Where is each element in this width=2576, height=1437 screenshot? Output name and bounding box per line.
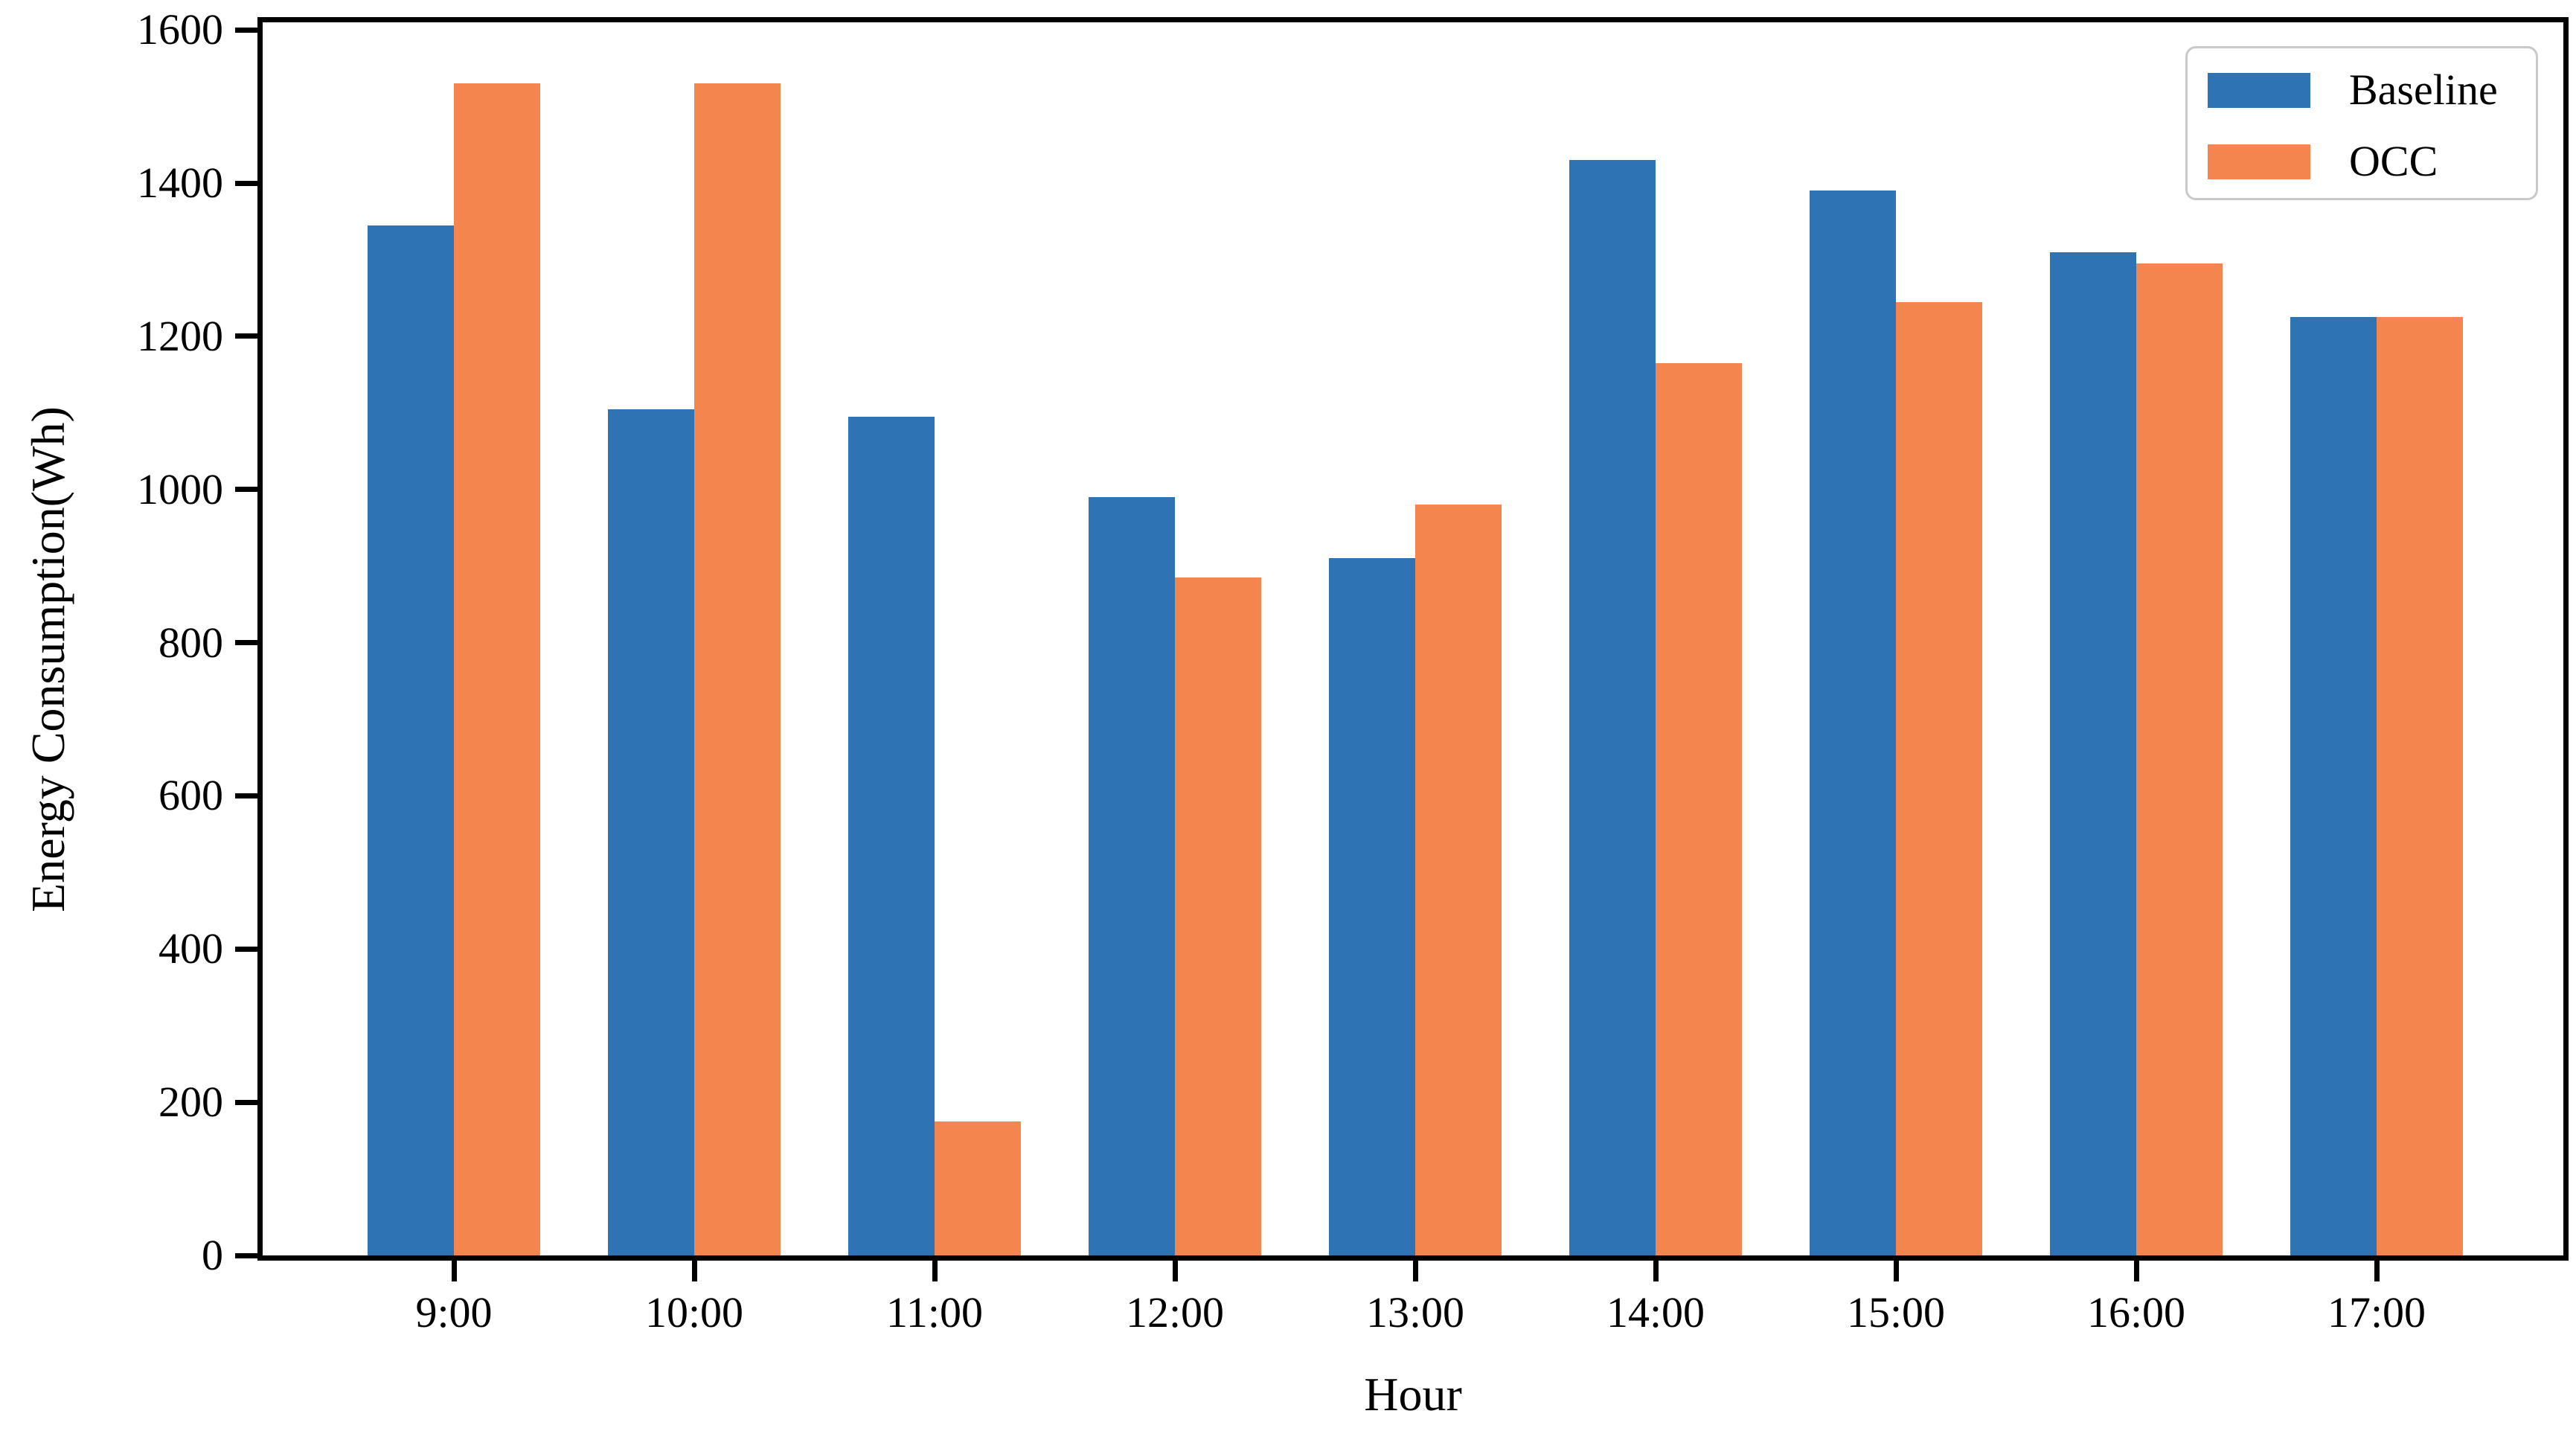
bar-baseline-10:00 <box>608 409 694 1255</box>
x-tick-mark <box>2133 1258 2139 1281</box>
legend: Baseline OCC <box>2185 46 2538 200</box>
x-tick-mark <box>932 1258 938 1281</box>
bar-baseline-15:00 <box>1810 191 1896 1255</box>
x-tick-label: 15:00 <box>1846 1288 1946 1337</box>
x-tick-mark <box>1653 1258 1659 1281</box>
legend-item-baseline: Baseline <box>2208 62 2498 118</box>
y-tick-mark <box>235 793 257 798</box>
bar-occ-14:00 <box>1656 363 1742 1255</box>
bar-occ-9:00 <box>454 83 540 1255</box>
y-tick-label: 800 <box>158 618 223 667</box>
bar-baseline-11:00 <box>848 417 935 1255</box>
y-tick-mark <box>235 1099 257 1105</box>
y-tick-label: 400 <box>158 924 223 973</box>
bar-occ-13:00 <box>1415 505 1502 1255</box>
y-tick-mark <box>235 27 257 33</box>
y-tick-mark <box>235 1252 257 1258</box>
x-tick-mark <box>451 1258 457 1281</box>
y-tick-label: 600 <box>158 771 223 820</box>
x-tick-mark <box>1172 1258 1178 1281</box>
y-tick-label: 1200 <box>137 311 223 360</box>
legend-label: Baseline <box>2349 65 2498 114</box>
x-tick-label: 17:00 <box>2327 1288 2426 1337</box>
legend-swatch-baseline <box>2208 72 2310 108</box>
bar-occ-12:00 <box>1175 577 1261 1255</box>
y-tick-mark <box>235 487 257 493</box>
x-tick-label: 16:00 <box>2086 1288 2186 1337</box>
y-tick-label: 200 <box>158 1078 223 1127</box>
bar-baseline-9:00 <box>368 225 454 1255</box>
x-tick-mark <box>691 1258 697 1281</box>
bar-occ-15:00 <box>1896 302 1982 1255</box>
x-tick-label: 12:00 <box>1125 1288 1225 1337</box>
bar-baseline-17:00 <box>2290 317 2377 1255</box>
y-tick-mark <box>235 333 257 339</box>
x-tick-label: 13:00 <box>1365 1288 1465 1337</box>
x-tick-label: 11:00 <box>886 1288 983 1337</box>
y-tick-label: 1400 <box>137 159 223 208</box>
y-tick-mark <box>235 946 257 952</box>
y-tick-mark <box>235 180 257 186</box>
bar-occ-10:00 <box>694 83 781 1255</box>
y-tick-label: 1000 <box>137 464 223 513</box>
y-tick-label: 1600 <box>137 5 223 54</box>
bar-occ-17:00 <box>2377 317 2463 1255</box>
bar-occ-16:00 <box>2136 263 2223 1255</box>
x-tick-label: 14:00 <box>1606 1288 1705 1337</box>
x-tick-mark <box>1412 1258 1418 1281</box>
y-tick-label: 0 <box>202 1231 223 1279</box>
y-tick-mark <box>235 640 257 646</box>
bar-baseline-12:00 <box>1089 497 1175 1255</box>
bar-baseline-14:00 <box>1569 160 1656 1255</box>
legend-item-occ: OCC <box>2208 133 2438 190</box>
x-tick-label: 10:00 <box>644 1288 744 1337</box>
x-tick-label: 9:00 <box>415 1288 493 1337</box>
x-tick-mark <box>1893 1258 1899 1281</box>
x-tick-mark <box>2374 1258 2380 1281</box>
bar-occ-11:00 <box>935 1121 1021 1255</box>
x-axis-title: Hour <box>1364 1368 1462 1421</box>
legend-label: OCC <box>2349 137 2438 185</box>
plot-area <box>257 17 2569 1261</box>
bar-baseline-13:00 <box>1329 558 1415 1255</box>
legend-swatch-occ <box>2208 144 2310 179</box>
bar-baseline-16:00 <box>2050 252 2136 1255</box>
